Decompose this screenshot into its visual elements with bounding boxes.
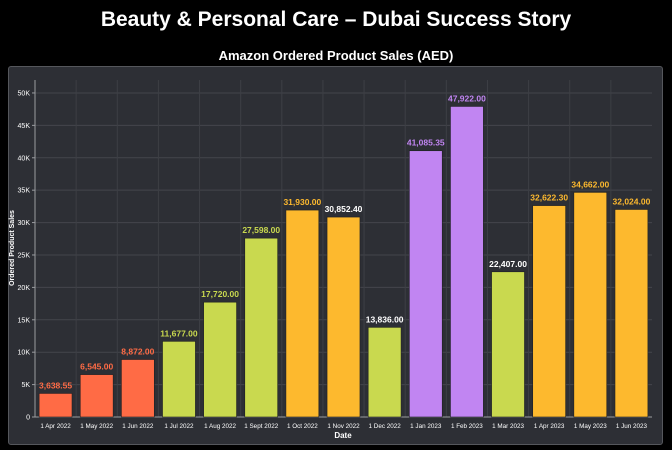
data-label: 11,677.00	[160, 328, 198, 338]
bar	[532, 205, 566, 418]
x-tick-label: 1 Mar 2023	[492, 423, 524, 430]
bar	[38, 393, 73, 418]
x-tick-label: 1 May 2022	[80, 423, 113, 430]
x-tick-label: 1 Oct 2022	[287, 423, 318, 430]
bar	[244, 237, 278, 418]
x-tick-label: 1 May 2023	[574, 423, 607, 430]
bar	[79, 374, 114, 418]
x-tick-label: 1 Aug 2022	[204, 423, 236, 430]
data-labels: 3,638.55 6,545.00 8,872.00 11,677.00 17,720.…	[39, 93, 651, 390]
y-tick-label: 15K	[18, 317, 31, 324]
x-tick-label: 1 Nov 2022	[327, 423, 360, 430]
bar	[121, 359, 155, 418]
page-title: Beauty & Personal Care – Dubai Success S…	[100, 8, 572, 31]
bar	[367, 327, 402, 418]
x-tick-label: 1 Dec 2022	[369, 423, 402, 430]
x-axis-label: Date	[334, 431, 352, 440]
x-tick-label: 1 Sept 2022	[244, 423, 278, 430]
data-label: 34,662.00	[571, 179, 609, 189]
bar	[285, 209, 320, 418]
data-label: 8,872.00	[121, 347, 154, 357]
bar	[573, 192, 608, 418]
bar	[326, 216, 361, 418]
y-tick-label: 50K	[18, 90, 31, 97]
chart-title: Amazon Ordered Product Sales (AED)	[218, 48, 454, 63]
y-tick-label: 25K	[18, 252, 31, 259]
data-label: 32,622.30	[530, 193, 568, 203]
y-tick-label: 0	[26, 415, 30, 422]
x-tick-label: 1 Jan 2023	[410, 423, 442, 430]
x-tick-label: 1 Apr 2022	[40, 423, 71, 430]
x-tick-label: 1 Apr 2023	[534, 423, 565, 430]
bar	[614, 209, 649, 418]
x-tick-label: 1 Jun 2022	[122, 423, 154, 430]
data-label: 13,836.00	[366, 314, 404, 324]
y-tick-label: 30K	[18, 220, 31, 227]
data-label: 47,922.00	[448, 93, 486, 103]
bars	[38, 106, 649, 418]
bar	[203, 301, 237, 418]
bar	[491, 271, 525, 418]
data-label: 27,598.00	[242, 225, 280, 235]
data-label: 41,085.35	[407, 138, 445, 148]
data-label: 17,720.00	[201, 289, 239, 299]
bar	[409, 150, 443, 418]
data-label: 31,930.00	[283, 197, 321, 207]
data-label: 6,545.00	[80, 362, 113, 372]
data-label: 30,852.40	[325, 204, 363, 214]
y-tick-label: 40K	[18, 155, 31, 162]
y-tick-label: 45K	[18, 123, 31, 130]
x-tick-label: 1 Jun 2023	[616, 423, 648, 430]
x-tick-label: 1 Jul 2022	[164, 423, 194, 430]
data-label: 22,407.00	[489, 259, 527, 269]
y-tick-label: 35K	[18, 188, 31, 195]
bar	[450, 106, 484, 418]
y-axis-label: Ordered Product Sales	[9, 210, 16, 286]
data-label: 32,024.00	[613, 196, 651, 206]
y-tick-label: 20K	[18, 285, 31, 292]
x-tick-label: 1 Feb 2023	[451, 423, 483, 430]
bar	[162, 341, 196, 418]
y-tick-label: 10K	[18, 350, 31, 357]
data-label: 3,638.55	[39, 380, 72, 390]
y-tick-label: 5K	[21, 382, 30, 389]
